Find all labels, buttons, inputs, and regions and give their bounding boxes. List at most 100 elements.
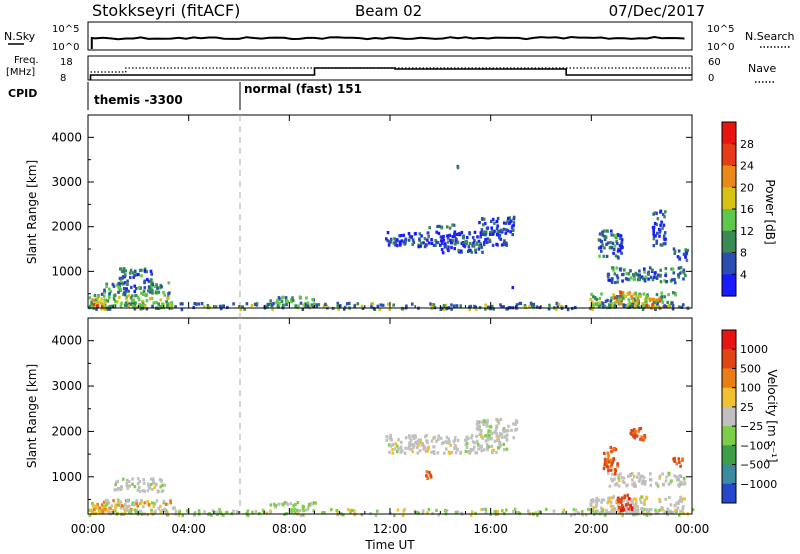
echo-cell xyxy=(619,234,623,238)
echo-cell xyxy=(100,301,103,305)
echo-cell xyxy=(647,270,650,274)
colorbar-tick-label: 8 xyxy=(740,247,747,260)
echo-cell xyxy=(534,511,538,515)
echo-cell xyxy=(645,513,649,517)
echo-cell xyxy=(488,231,492,235)
echo-cell xyxy=(135,499,138,503)
echo-cell xyxy=(125,507,128,511)
echo-cell xyxy=(643,482,647,486)
echo-cell xyxy=(659,274,662,278)
echo-cell xyxy=(97,294,100,299)
echo-cell xyxy=(158,478,162,482)
echo-cell xyxy=(419,244,422,248)
echo-cell xyxy=(489,425,493,429)
echo-cell xyxy=(504,434,507,438)
echo-cell xyxy=(684,254,687,258)
echo-cell xyxy=(609,458,613,462)
echo-cell xyxy=(465,435,468,439)
echo-cell xyxy=(613,507,617,511)
nave-tick-bottom: 0 xyxy=(708,73,714,84)
echo-cell xyxy=(661,226,664,230)
echo-cell xyxy=(484,303,487,307)
echo-cell xyxy=(528,305,531,309)
echo-cell xyxy=(169,501,173,505)
echo-cell xyxy=(643,278,647,282)
echo-cell xyxy=(98,506,102,511)
echo-cell xyxy=(444,303,448,307)
echo-cell xyxy=(677,501,680,505)
echo-cell xyxy=(472,244,476,248)
echo-cell xyxy=(480,429,483,433)
echo-cell xyxy=(671,304,675,308)
echo-cell xyxy=(297,509,300,513)
y-tick-label: 4000 xyxy=(51,334,82,348)
echo-cell xyxy=(125,295,128,299)
echo-cell xyxy=(604,299,608,303)
nsky-tick-top: 10^5 xyxy=(52,24,79,35)
echo-cell xyxy=(308,502,311,506)
echo-cell xyxy=(616,497,620,501)
echo-cell xyxy=(490,229,494,233)
echo-cell xyxy=(407,447,410,451)
echo-cell xyxy=(673,249,677,253)
echo-cell xyxy=(485,227,489,231)
velocity-colorbar-label: Velocity [m s⁻¹] xyxy=(765,369,779,462)
echo-cell xyxy=(611,241,615,245)
echo-cell xyxy=(616,276,620,280)
echo-cell xyxy=(647,511,651,515)
echo-cell xyxy=(453,304,456,308)
echo-cell xyxy=(486,432,490,436)
echo-cell xyxy=(655,222,658,227)
echo-cell xyxy=(385,435,389,439)
echo-cell xyxy=(647,304,651,308)
echo-cell xyxy=(151,477,155,481)
echo-cell xyxy=(122,292,125,297)
freq-trace xyxy=(89,67,692,80)
echo-cell xyxy=(266,302,270,306)
echo-cell xyxy=(145,307,149,311)
echo-cell xyxy=(417,245,420,249)
echo-cell xyxy=(336,301,340,305)
echo-cell xyxy=(649,275,653,279)
power-echo-layer xyxy=(88,164,690,312)
echo-cell xyxy=(404,241,407,245)
echo-cell xyxy=(245,302,249,306)
echo-cell xyxy=(628,291,631,295)
echo-cell xyxy=(667,293,670,297)
echo-cell xyxy=(150,285,153,289)
station-title: Stokkseyri (fitACF) xyxy=(92,1,240,20)
echo-cell xyxy=(232,302,235,306)
echo-cell xyxy=(127,289,130,293)
echo-cell xyxy=(143,281,146,285)
echo-cell xyxy=(282,503,285,507)
echo-cell xyxy=(416,510,419,514)
echo-cell xyxy=(624,294,627,298)
echo-cell xyxy=(135,273,139,277)
echo-cell xyxy=(681,506,685,511)
echo-cell xyxy=(607,468,610,472)
echo-cell xyxy=(222,513,225,517)
echo-cell xyxy=(598,301,602,305)
echo-cell xyxy=(655,276,659,280)
echo-cell xyxy=(620,240,624,245)
echo-cell xyxy=(451,235,454,239)
echo-cell xyxy=(494,509,498,513)
echo-cell xyxy=(643,437,646,441)
colorbar-tick-label: 4 xyxy=(740,268,747,281)
nave-label: Nave xyxy=(748,62,776,75)
echo-cell xyxy=(391,443,395,447)
echo-cell xyxy=(628,301,632,305)
echo-cell xyxy=(591,498,595,502)
beam-title: Beam 02 xyxy=(355,2,422,20)
echo-cell xyxy=(459,451,462,455)
echo-cell xyxy=(203,510,206,514)
echo-cell xyxy=(487,305,490,309)
echo-cell xyxy=(393,514,396,518)
echo-cell xyxy=(311,297,314,302)
echo-cell xyxy=(595,297,599,302)
echo-cell xyxy=(438,224,441,228)
echo-cell xyxy=(356,302,360,306)
echo-cell xyxy=(418,449,422,453)
echo-cell xyxy=(398,240,402,244)
echo-cell xyxy=(454,445,458,449)
